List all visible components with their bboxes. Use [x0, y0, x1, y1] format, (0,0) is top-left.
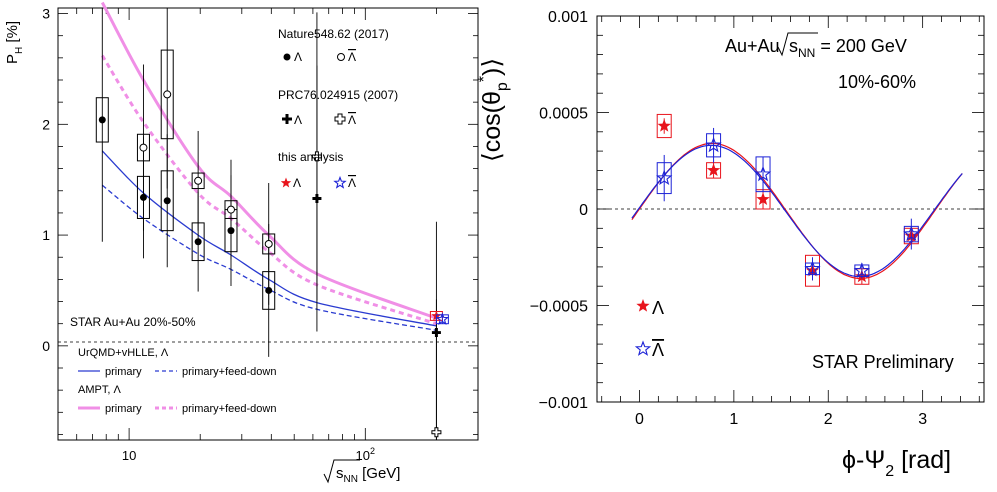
legend-prc-lambda-label: Λ: [294, 113, 302, 127]
data-point-open-circle: [194, 176, 203, 185]
right-data-points: [656, 113, 920, 287]
right-axis-ticks: 0 1 2 3 0.001 0.0005 0 −0.0005 −0.001: [530, 9, 984, 428]
data-point-filled-circle: [163, 197, 171, 205]
left-data-points: [95, 8, 450, 440]
data-point-open-star: [656, 169, 673, 186]
ampt-title: AMPT, Λ: [78, 384, 121, 396]
data-point-filled-circle: [98, 116, 106, 124]
left-y-tick-label: 0: [42, 338, 50, 354]
legend-right-antilambda-marker: [634, 340, 652, 356]
left-y-axis-label: PH [%]: [4, 21, 25, 64]
data-point-filled-star: [657, 119, 671, 132]
legend-this-antilambda-label: Λ: [348, 176, 356, 190]
legend-prc-title: PRC76.024915 (2007): [278, 88, 398, 102]
left-system-label: STAR Au+Au 20%-50%: [70, 315, 196, 329]
legend-this-lambda-marker: [280, 177, 292, 188]
right-x-tick-label: 0: [635, 411, 644, 428]
right-y-axis-label: ⟨cos(θp*)⟩: [476, 58, 511, 162]
ampt-primary-label: primary: [105, 403, 142, 415]
data-point-open-star: [903, 225, 920, 242]
legend-nature-antilambda-label: Λ: [348, 50, 356, 64]
urqmd-feeddown-label: primary+feed-down: [182, 366, 276, 378]
data-point-filled-star: [756, 192, 770, 206]
legend-right-lambda-marker: [636, 299, 650, 312]
systematic-box: [160, 49, 174, 140]
legend-nature-lambda-marker: [283, 53, 291, 61]
systematic-box: [656, 162, 672, 195]
left-plot-frame: [57, 7, 479, 441]
left-panel: 0 1 2 3 10 102 PH [%] sNN [GeV] Nature548.62 …: [4, 1, 479, 485]
legend-nature-lambda-label: Λ: [294, 50, 302, 64]
data-point-open-cross: [311, 151, 322, 162]
legend-star-marker: [280, 177, 292, 188]
data-point-open-star: [754, 165, 772, 182]
legend-nature-antilambda-marker: [337, 53, 345, 61]
systematic-box: [706, 133, 722, 158]
systematic-box: [136, 133, 150, 162]
data-point-open-cross: [431, 427, 442, 438]
right-y-tick-label: 0: [579, 202, 588, 219]
systematic-box: [755, 156, 771, 193]
systematic-box: [656, 113, 672, 139]
data-point-open-star: [853, 262, 871, 278]
data-point-open-circle: [226, 205, 235, 214]
left-x-axis-label: sNN [GeV]: [323, 459, 400, 485]
legend-star-marker: [636, 299, 650, 312]
systematic-box: [262, 233, 276, 255]
data-point-open-star: [435, 312, 450, 325]
legend-prc-antilambda-label: Λ: [348, 113, 356, 127]
right-fit-curves: [631, 142, 963, 280]
legend-nature-title: Nature548.62 (2017): [278, 27, 389, 41]
fit-curve: [631, 144, 963, 278]
data-point-filled-circle: [194, 238, 202, 246]
right-panel: 0 1 2 3 0.001 0.0005 0 −0.0005 −0.001 ⟨cos(θp*)⟩…: [476, 9, 985, 480]
urqmd-title: UrQMD+vHLLE, Λ: [78, 347, 169, 359]
right-y-tick-label: 0.001: [548, 9, 588, 26]
data-point-open-circle: [163, 90, 172, 99]
systematic-box: [224, 200, 238, 219]
svg-text:sNN = 200 GeV: sNN = 200 GeV: [789, 36, 907, 60]
right-x-tick-label: 2: [824, 411, 833, 428]
legend-prc-antilambda-marker: [334, 113, 346, 125]
data-point-filled-star: [706, 163, 721, 177]
svg-text:Au+Au: Au+Au: [725, 36, 780, 56]
right-y-tick-label: −0.0005: [530, 299, 588, 316]
systematic-box: [191, 172, 205, 190]
left-model-curves: [100, 1, 437, 331]
right-x-axis-label: ϕ-Ψ2 [rad]: [842, 446, 951, 480]
legend-star-marker: [634, 340, 652, 356]
right-system-label: Au+Au sNN = 200 GeV: [725, 32, 907, 60]
legend-right-lambda-label: Λ: [652, 298, 664, 318]
legend-this-antilambda-marker: [333, 175, 347, 189]
urqmd-primary-label: primary: [105, 366, 142, 378]
left-y-tick-label: 1: [42, 227, 50, 243]
right-y-tick-label: −0.001: [539, 395, 588, 412]
legend-this-title: this analysis: [278, 150, 343, 164]
left-y-tick-label: 2: [42, 116, 50, 132]
right-y-tick-label: 0.0005: [539, 106, 588, 123]
left-y-tick-label: 3: [42, 6, 50, 22]
fit-curve: [631, 142, 963, 280]
data-point-open-circle: [264, 239, 273, 248]
left-x-tick-label: 102: [356, 446, 375, 463]
svg-text:sNN [GeV]: sNN [GeV]: [336, 465, 400, 485]
legend-this-lambda-label: Λ: [293, 176, 301, 190]
ampt-feeddown-label: primary+feed-down: [182, 403, 276, 415]
legend-right-antilambda-label: Λ: [652, 340, 664, 360]
legend-star-marker: [333, 175, 347, 189]
right-x-tick-label: 1: [729, 411, 738, 428]
left-axis-ticks: 0 1 2 3 10 102: [42, 6, 479, 463]
systematic-box: [95, 97, 109, 143]
model-curve-primary: [100, 1, 437, 320]
right-centrality-label: 10%-60%: [838, 72, 916, 92]
right-x-tick-label: 3: [918, 411, 927, 428]
right-preliminary-label: STAR Preliminary: [812, 352, 954, 372]
legend-prc-lambda-marker: [282, 114, 292, 124]
data-point-open-star: [705, 136, 722, 153]
data-point-open-circle: [139, 143, 148, 152]
left-x-tick-label: 10: [122, 448, 136, 463]
data-point-open-star: [804, 260, 821, 276]
